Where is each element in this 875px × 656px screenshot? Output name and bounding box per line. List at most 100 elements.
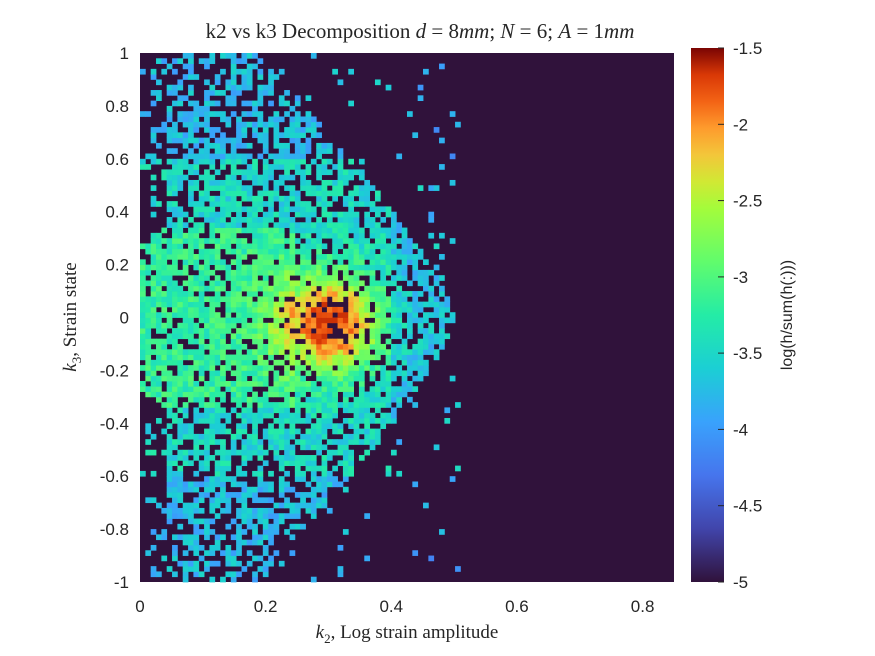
heatmap-cell: [364, 354, 371, 361]
heatmap-cell: [262, 349, 269, 355]
heatmap-cell: [230, 248, 237, 255]
heatmap-cell: [172, 513, 178, 519]
heatmap-cell: [172, 333, 178, 340]
heatmap-cell: [332, 476, 338, 482]
heatmap-cell: [284, 444, 290, 451]
heatmap-cell: [230, 560, 237, 567]
heatmap-cell: [300, 455, 306, 461]
heatmap-cell: [177, 306, 184, 313]
heatmap-cell: [380, 275, 387, 281]
heatmap-cell: [278, 513, 285, 519]
heatmap-cell: [342, 470, 349, 477]
heatmap-cell: [246, 328, 253, 334]
heatmap-cell: [332, 227, 338, 234]
heatmap-cell: [193, 116, 200, 123]
heatmap-cell: [220, 211, 226, 218]
heatmap-cell: [449, 111, 456, 117]
heatmap-cell: [353, 365, 360, 371]
heatmap-cell: [241, 100, 248, 107]
heatmap-cell: [188, 254, 194, 260]
heatmap-cell: [326, 380, 333, 387]
heatmap-cell: [246, 439, 253, 445]
heatmap-cell: [252, 513, 258, 519]
heatmap-cell: [316, 259, 322, 265]
heatmap-cell: [236, 137, 242, 144]
heatmap-cell: [369, 264, 376, 271]
heatmap-cell: [353, 232, 360, 239]
heatmap-cell: [310, 349, 317, 355]
heatmap-cell: [257, 264, 264, 271]
heatmap-cell: [214, 111, 221, 117]
heatmap-cell: [161, 121, 168, 128]
heatmap-cell: [177, 158, 184, 165]
heatmap-cell: [364, 391, 371, 398]
heatmap-cell: [305, 211, 312, 218]
heatmap-cell: [140, 68, 146, 75]
heatmap-cell: [316, 280, 322, 287]
heatmap-cell: [214, 370, 221, 377]
heatmap-cell: [358, 322, 365, 329]
heatmap-cell: [273, 312, 280, 318]
heatmap-cell: [390, 396, 397, 403]
heatmap-cell: [294, 407, 301, 414]
heatmap-cell: [262, 296, 269, 303]
heatmap-cell: [337, 185, 344, 191]
heatmap-cell: [380, 269, 387, 276]
heatmap-cell: [305, 216, 312, 223]
heatmap-cell: [198, 111, 205, 117]
heatmap-cell: [358, 338, 365, 345]
heatmap-cell: [209, 259, 216, 265]
heatmap-cell: [273, 349, 280, 355]
heatmap-cell: [188, 185, 194, 191]
heatmap-cell: [172, 343, 178, 350]
heatmap-cell: [236, 370, 242, 377]
heatmap-cell: [321, 259, 328, 265]
heatmap-cell: [273, 402, 280, 408]
heatmap-cell: [209, 544, 216, 551]
heatmap-cell: [236, 280, 242, 287]
heatmap-cell: [374, 195, 381, 202]
heatmap-cell: [439, 63, 445, 70]
heatmap-cell: [214, 423, 221, 429]
heatmap-cell: [273, 391, 280, 398]
heatmap-cell: [300, 222, 306, 228]
heatmap-cell: [166, 412, 173, 419]
heatmap-cell: [166, 269, 173, 276]
heatmap-cell: [390, 407, 397, 414]
heatmap-cell: [407, 111, 413, 117]
heatmap-cell: [140, 386, 146, 392]
heatmap-cell: [156, 354, 162, 361]
heatmap-cell: [439, 291, 445, 297]
heatmap-cell: [214, 227, 221, 234]
heatmap-cell: [262, 232, 269, 239]
heatmap-cell: [193, 396, 200, 403]
heatmap-cell: [177, 470, 184, 477]
heatmap-cell: [161, 306, 168, 313]
heatmap-cell: [182, 158, 189, 165]
heatmap-cell: [342, 174, 349, 181]
heatmap-cell: [358, 248, 365, 255]
heatmap-cell: [342, 349, 349, 355]
heatmap-cell: [230, 280, 237, 287]
heatmap-cell: [252, 243, 258, 250]
heatmap-cell: [252, 391, 258, 398]
heatmap-cell: [166, 111, 173, 117]
heatmap-cell: [156, 312, 162, 318]
heatmap-cell: [209, 195, 216, 202]
heatmap-cell: [214, 322, 221, 329]
heatmap-cell: [348, 238, 354, 244]
heatmap-cell: [257, 486, 264, 493]
heatmap-cell: [294, 380, 301, 387]
heatmap-cell: [230, 275, 237, 281]
heatmap-cell: [209, 333, 216, 340]
heatmap-cell: [353, 423, 360, 429]
heatmap-cell: [358, 174, 365, 181]
heatmap-cell: [316, 386, 322, 392]
heatmap-cell: [316, 216, 322, 223]
heatmap-cell: [369, 333, 376, 340]
heatmap-cell: [278, 148, 285, 154]
heatmap-cell: [449, 312, 456, 318]
heatmap-cell: [140, 317, 146, 324]
heatmap-cell: [140, 306, 146, 313]
heatmap-cell: [220, 576, 226, 583]
